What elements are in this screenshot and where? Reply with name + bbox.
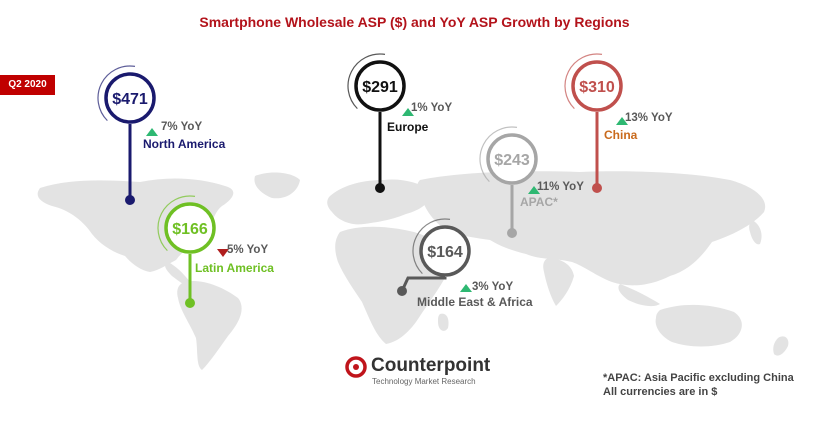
- landmass-japan: [749, 220, 762, 245]
- asp-value-na: $471: [112, 91, 148, 108]
- pin-arc-na: [97, 65, 136, 122]
- yoy-label-la: 5% YoY: [227, 244, 268, 256]
- arrow-up-icon-cn: [616, 117, 628, 125]
- pin-arc-ap: [479, 126, 518, 183]
- region-name-me: Middle East & Africa: [417, 295, 533, 309]
- chart-title: Smartphone Wholesale ASP ($) and YoY ASP…: [199, 14, 630, 30]
- asp-value-cn: $310: [579, 79, 615, 96]
- asp-value-la: $166: [172, 221, 208, 238]
- landmass-madagascar: [438, 313, 449, 331]
- pin-circle-na: [104, 72, 156, 124]
- landmass-southeast-asia: [618, 284, 660, 307]
- pin-dot-la: [185, 298, 195, 308]
- pin-dot-ap: [507, 228, 517, 238]
- arrow-up-icon-eu: [402, 108, 414, 116]
- arrow-up-icon-me: [460, 284, 472, 292]
- pin-arc-eu: [347, 53, 386, 110]
- yoy-label-cn: 13% YoY: [625, 112, 673, 124]
- pin-dot-cn: [592, 183, 602, 193]
- pin-dot-me: [397, 286, 407, 296]
- pin-dot-eu: [375, 183, 385, 193]
- arrow-up-icon-ap: [528, 186, 540, 194]
- pin-arc-cn: [564, 53, 603, 110]
- yoy-label-na: 7% YoY: [161, 121, 202, 133]
- pin-circle-eu: [354, 60, 406, 112]
- landmass-india: [543, 258, 574, 306]
- pin-stem-me: [400, 276, 447, 292]
- yoy-label-eu: 1% YoY: [411, 102, 452, 114]
- asp-value-ap: $243: [494, 152, 530, 169]
- region-name-ap: APAC*: [520, 195, 558, 209]
- landmass-europe: [327, 179, 431, 225]
- pin-arc-la: [157, 195, 196, 252]
- counterpoint-logo-icon: [345, 356, 367, 378]
- pin-circle-cn: [571, 60, 623, 112]
- pin-arc-me: [412, 218, 451, 275]
- pin-circle-me: [419, 225, 471, 277]
- pin-dot-na: [125, 195, 135, 205]
- brand-name: Counterpoint: [371, 355, 491, 376]
- landmass-new-zealand: [773, 336, 789, 356]
- yoy-label-ap: 11% YoY: [537, 181, 584, 193]
- brand-tagline: Technology Market Research: [372, 377, 476, 386]
- pin-circle-la: [164, 202, 216, 254]
- landmass-south-america: [177, 280, 242, 370]
- region-name-cn: China: [604, 128, 638, 142]
- region-name-eu: Europe: [387, 120, 429, 134]
- asp-value-eu: $291: [362, 79, 398, 96]
- arrow-down-icon-la: [217, 249, 229, 257]
- footnotes: *APAC: Asia Pacific excluding China All …: [603, 371, 794, 399]
- landmass-asia: [417, 171, 766, 286]
- landmass-australia: [655, 304, 742, 347]
- pin-circle-ap: [486, 133, 538, 185]
- arrow-up-icon-na: [146, 128, 158, 136]
- yoy-label-me: 3% YoY: [472, 281, 513, 293]
- period-badge: Q2 2020: [0, 75, 55, 95]
- region-name-na: North America: [143, 137, 226, 151]
- footnote-currency: All currencies are in $: [603, 386, 718, 398]
- footnote-apac: *APAC: Asia Pacific excluding China: [603, 372, 794, 384]
- landmass-greenland: [254, 172, 300, 199]
- asp-value-me: $164: [427, 244, 463, 261]
- region-name-la: Latin America: [195, 261, 274, 275]
